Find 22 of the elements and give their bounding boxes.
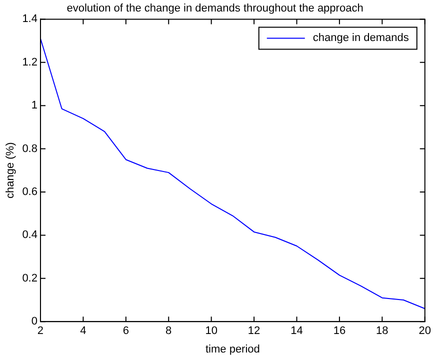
x-tick-label: 12 xyxy=(248,325,260,338)
x-tick-label: 8 xyxy=(166,325,172,338)
y-tick-label: 0.6 xyxy=(22,186,38,198)
legend-label: change in demands xyxy=(312,32,410,44)
y-axis-title: change (%) xyxy=(4,142,17,199)
x-axis-title: time period xyxy=(205,343,260,356)
x-tick-label: 4 xyxy=(80,325,86,338)
y-tick-label: 1.4 xyxy=(22,13,38,26)
y-tick-label: 0.2 xyxy=(22,272,38,284)
chart-title: evolution of the change in demands throughout the approach xyxy=(66,2,364,15)
y-tick-label: 1 xyxy=(31,100,38,112)
x-tick-label: 14 xyxy=(290,325,303,338)
x-tick-label: 10 xyxy=(205,325,218,338)
x-tick-label: 18 xyxy=(376,325,388,338)
x-tick-label: 16 xyxy=(333,325,346,338)
y-tick-label: 0.8 xyxy=(22,142,38,155)
y-tick-label: 0 xyxy=(31,316,38,328)
y-tick-label: 1.2 xyxy=(22,56,38,68)
x-tick-label: 2 xyxy=(37,325,44,338)
y-tick-label: 0.4 xyxy=(22,229,38,242)
x-tick-label: 20 xyxy=(418,325,432,338)
x-tick-label: 6 xyxy=(122,325,129,338)
